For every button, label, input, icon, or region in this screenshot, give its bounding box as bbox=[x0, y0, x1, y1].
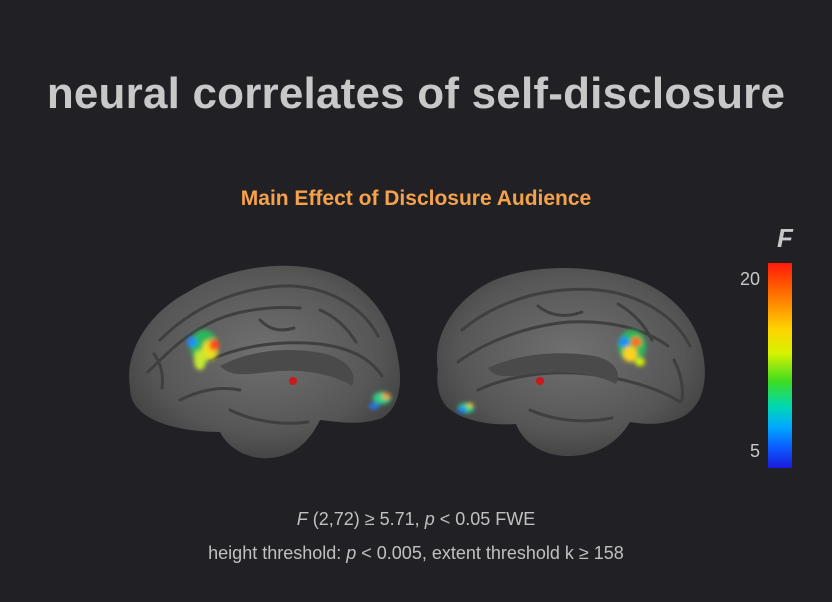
brain-left-image bbox=[129, 265, 401, 459]
brain-right-medial-view bbox=[418, 250, 723, 472]
stats-threshold-line: F (2,72) ≥ 5.71, p < 0.05 FWE bbox=[0, 508, 832, 530]
stats-p-symbol: p bbox=[424, 509, 435, 529]
stats-height-suffix: < 0.005, extent threshold k ≥ 158 bbox=[356, 543, 624, 563]
stats-f-symbol: F bbox=[296, 509, 308, 529]
stats-height-p-symbol: p bbox=[346, 543, 357, 563]
brain-left-medial-view bbox=[120, 250, 410, 472]
colorbar-max-label: 20 bbox=[739, 269, 760, 289]
brain-left-activation-clusters bbox=[187, 330, 391, 409]
brain-left-corpus-callosum bbox=[220, 350, 354, 386]
colorbar-gradient bbox=[768, 263, 792, 468]
colorbar-min-label: 5 bbox=[749, 441, 760, 461]
stats-f-df: (2,72) ≥ 5.71, bbox=[307, 509, 425, 529]
brain-left-gyri bbox=[146, 284, 384, 425]
brain-left-marker bbox=[289, 377, 297, 385]
brain-right-corpus-callosum bbox=[488, 353, 618, 384]
stats-height-extent-line: height threshold: p < 0.005, extent thre… bbox=[0, 542, 832, 564]
brain-right-image bbox=[436, 267, 705, 456]
colorbar-label: F bbox=[777, 223, 793, 253]
brain-right-gyri bbox=[456, 287, 692, 423]
slide-subtitle: Main Effect of Disclosure Audience bbox=[240, 187, 592, 210]
brain-right-marker bbox=[536, 377, 544, 385]
stats-height-prefix: height threshold: bbox=[208, 543, 347, 563]
stats-p-value: < 0.05 FWE bbox=[434, 509, 536, 529]
brain-right-activation-clusters bbox=[458, 330, 646, 413]
slide-title: neural correlates of self-disclosure bbox=[46, 69, 786, 118]
